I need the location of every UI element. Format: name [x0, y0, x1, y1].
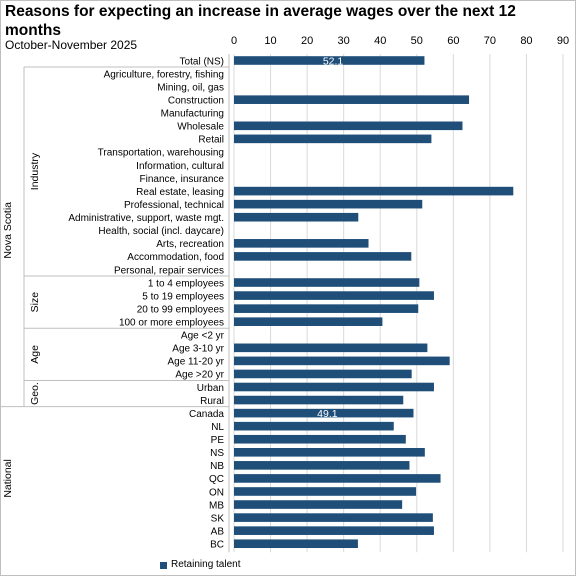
subgroup-label: Geo. — [29, 382, 41, 405]
category-label: Retail — [198, 135, 224, 146]
bar — [234, 408, 414, 418]
bar — [234, 343, 428, 353]
category-label: Agriculture, forestry, fishing — [104, 69, 224, 80]
category-label: Age <2 yr — [181, 331, 225, 342]
bar — [234, 95, 470, 104]
bar — [234, 434, 406, 444]
subgroup-label: Industry — [29, 152, 41, 190]
category-label: Mining, oil, gas — [157, 82, 224, 93]
category-label: Professional, technical — [124, 200, 224, 211]
subgroup-label: Age — [29, 345, 41, 364]
category-label: Administrative, support, waste mgt. — [68, 213, 224, 224]
x-tick-label: 30 — [338, 35, 350, 47]
category-label: NB — [210, 461, 224, 472]
category-label: Total (NS) — [180, 56, 224, 67]
category-label: Personal, repair services — [114, 265, 224, 276]
category-label: MB — [209, 500, 224, 511]
bar — [234, 239, 369, 248]
x-tick-label: 50 — [411, 35, 423, 47]
category-label: Age 3-10 yr — [172, 344, 224, 355]
x-tick-label: 40 — [374, 35, 386, 47]
legend: Retaining talent — [160, 559, 241, 571]
category-label: Finance, insurance — [140, 174, 225, 185]
bar — [234, 186, 514, 196]
category-label: 100 or more employees — [119, 318, 224, 329]
chart-title: Reasons for expecting an increase in ave… — [5, 3, 516, 39]
category-label: Urban — [197, 383, 224, 394]
bar — [234, 513, 433, 522]
bar — [234, 291, 434, 300]
category-label: Manufacturing — [161, 109, 224, 120]
category-label: Wholesale — [177, 122, 224, 133]
legend-swatch — [160, 561, 167, 569]
group-label: National — [2, 459, 14, 498]
bar — [234, 526, 434, 535]
bar — [234, 461, 410, 470]
category-label: Canada — [189, 409, 224, 420]
group-label: Nova Scotia — [2, 202, 14, 259]
bar — [234, 382, 434, 392]
bar — [234, 369, 412, 379]
category-label: 20 to 99 employees — [137, 304, 224, 315]
bar — [234, 121, 463, 131]
category-label: NL — [211, 422, 224, 433]
category-label: Age 11-20 yr — [167, 357, 224, 368]
category-label: Construction — [168, 95, 224, 106]
category-label: BC — [210, 540, 224, 551]
data-label: 52.1 — [323, 56, 344, 68]
category-label: 1 to 4 employees — [148, 278, 224, 289]
bar — [234, 212, 359, 222]
category-label: PE — [211, 435, 225, 446]
x-tick-label: 80 — [520, 35, 532, 47]
bar — [234, 448, 425, 457]
bar — [234, 356, 450, 366]
category-label: Real estate, leasing — [136, 187, 224, 198]
bar — [234, 199, 423, 209]
category-label: AB — [211, 526, 225, 537]
bar — [234, 487, 417, 496]
category-label: Arts, recreation — [156, 239, 224, 250]
category-label: Transportation, warehousing — [98, 148, 224, 159]
category-label: SK — [211, 513, 225, 524]
legend-label: Retaining talent — [171, 559, 241, 570]
bar — [234, 539, 358, 549]
category-label: Accommodation, food — [127, 252, 224, 263]
bar — [234, 252, 412, 261]
bar — [234, 395, 404, 405]
bar — [234, 304, 419, 313]
category-label: NS — [210, 448, 224, 459]
bar — [234, 134, 432, 144]
category-label: Age >20 yr — [175, 370, 224, 381]
bar — [234, 317, 383, 326]
category-label: ON — [209, 487, 224, 498]
x-tick-label: 60 — [447, 35, 459, 47]
bar — [234, 474, 441, 483]
x-tick-label: 90 — [557, 35, 569, 47]
chart-subtitle: October-November 2025 — [5, 38, 138, 52]
x-tick-label: 10 — [264, 35, 276, 47]
subgroup-label: Size — [29, 292, 41, 313]
data-label: 49.1 — [317, 408, 338, 420]
x-tick-label: 70 — [484, 35, 496, 47]
category-label: Health, social (incl. daycare) — [98, 226, 224, 237]
bar — [234, 421, 394, 431]
bar — [234, 500, 403, 509]
bar — [234, 56, 425, 65]
x-tick-label: 0 — [231, 35, 237, 47]
bar — [234, 278, 420, 287]
category-label: QC — [209, 474, 224, 485]
category-label: Rural — [200, 396, 224, 407]
category-label: 5 to 19 employees — [142, 291, 224, 302]
category-label: Information, cultural — [136, 161, 224, 172]
x-tick-label: 20 — [301, 35, 313, 47]
